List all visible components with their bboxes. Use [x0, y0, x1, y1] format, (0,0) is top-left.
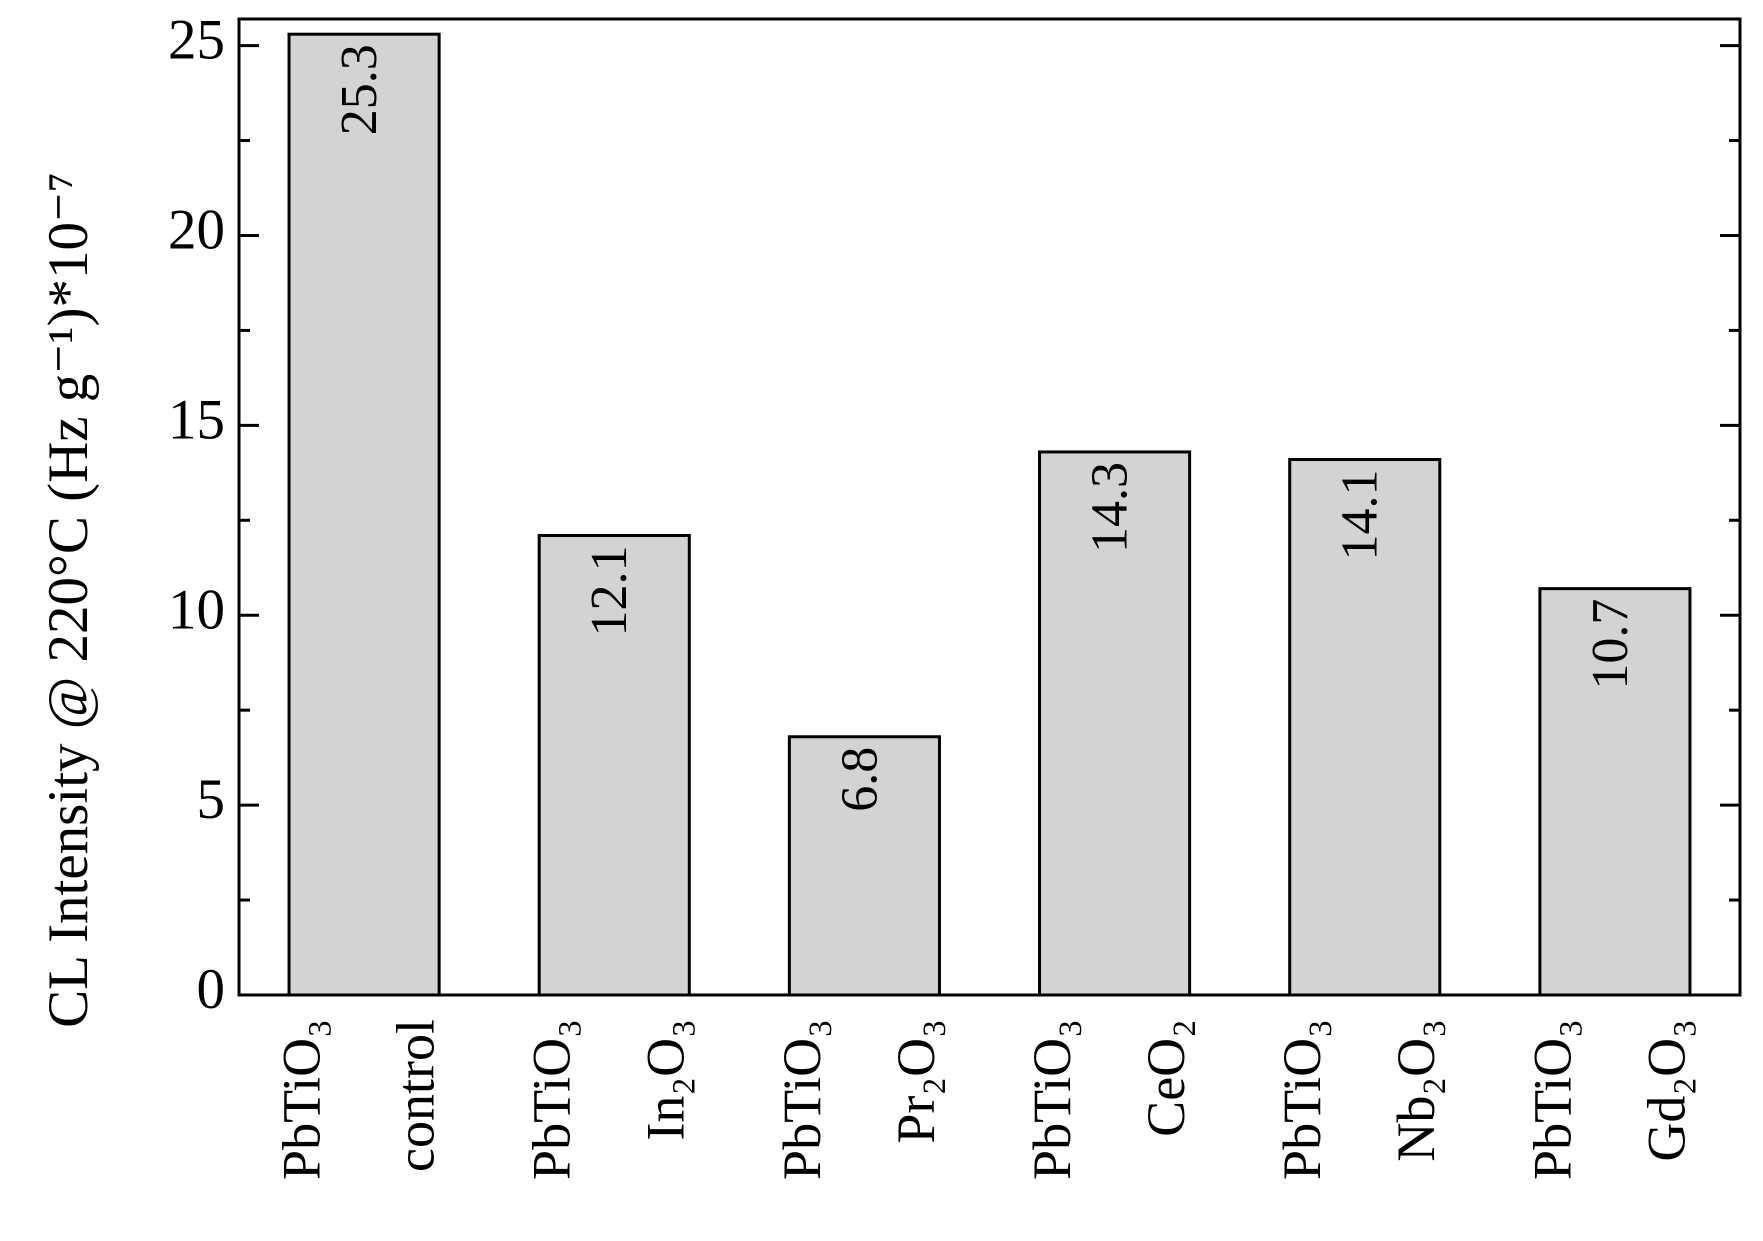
- value-label: 25.3: [331, 44, 388, 135]
- x-tick-label: PbTiO₃: [772, 1019, 832, 1180]
- x-tick-label: PbTiO₃: [522, 1019, 582, 1180]
- x-tick-label: PbTiO₃: [271, 1019, 331, 1180]
- y-tick-label: 20: [168, 199, 225, 262]
- x-tick-label: control: [385, 1019, 445, 1172]
- x-tick-label: CeO₂: [1136, 1019, 1196, 1137]
- value-label: 10.7: [1582, 599, 1639, 690]
- value-label: 6.8: [831, 747, 888, 812]
- y-tick-label: 5: [197, 768, 226, 831]
- value-label: 12.1: [581, 545, 638, 636]
- plot-frame: [237, 17, 1742, 997]
- y-tick-label: 25: [168, 9, 225, 72]
- x-tick-label: Gd₂O₃: [1636, 1019, 1696, 1162]
- value-label: 14.3: [1082, 462, 1139, 553]
- bar: [1288, 458, 1442, 997]
- value-label: 14.1: [1332, 470, 1389, 561]
- y-tick-label: 10: [168, 578, 225, 641]
- bar: [287, 32, 441, 997]
- x-tick-label: PbTiO₃: [1022, 1019, 1082, 1180]
- y-tick-label: 15: [168, 388, 225, 451]
- bar: [1038, 450, 1192, 997]
- bar: [1538, 587, 1692, 997]
- y-axis-label: CL Intensity @ 220°C (Hz g⁻¹)*10⁻⁷: [37, 172, 100, 1028]
- x-tick-label: PbTiO₃: [1522, 1019, 1582, 1180]
- x-tick-label: Nb₂O₃: [1386, 1019, 1446, 1162]
- x-tick-label: Pr₂O₃: [886, 1019, 946, 1144]
- x-tick-label: PbTiO₃: [1272, 1019, 1332, 1180]
- x-tick-label: In₂O₃: [636, 1019, 696, 1141]
- y-tick-label: 0: [197, 958, 226, 1021]
